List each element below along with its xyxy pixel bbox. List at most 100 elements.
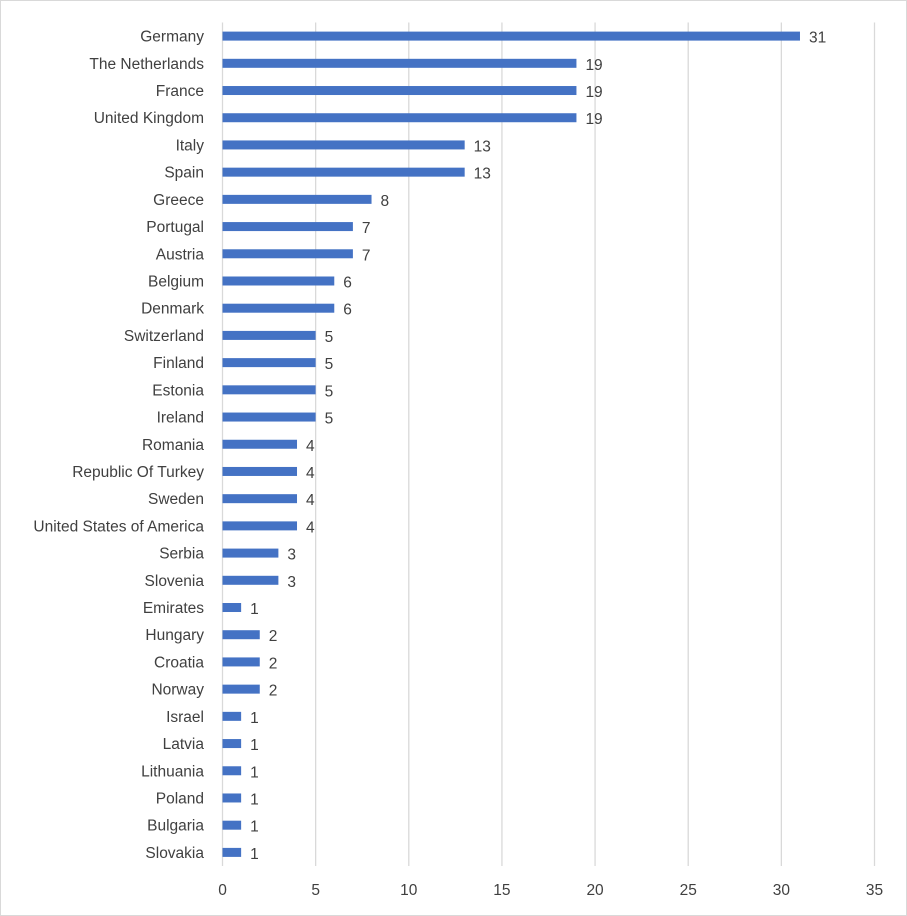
category-label: Serbia bbox=[159, 546, 204, 563]
category-label: Hungary bbox=[145, 627, 204, 644]
x-axis-tick-labels: 0 5 10 15 20 25 30 35 bbox=[218, 882, 883, 899]
bar bbox=[222, 766, 242, 776]
bar bbox=[222, 249, 353, 259]
category-label: The Netherlands bbox=[89, 56, 204, 73]
bar bbox=[222, 657, 260, 667]
bar bbox=[222, 684, 260, 694]
data-label: 13 bbox=[474, 166, 491, 183]
bar bbox=[222, 358, 316, 368]
bar bbox=[222, 113, 577, 123]
category-label: United States of America bbox=[33, 518, 204, 535]
category-label: Germany bbox=[140, 29, 204, 46]
data-label: 4 bbox=[306, 465, 315, 482]
category-label: Portugal bbox=[146, 219, 204, 236]
category-label: United Kingdom bbox=[94, 110, 204, 127]
category-label: Greece bbox=[153, 192, 204, 209]
bar bbox=[222, 820, 242, 830]
data-label: 6 bbox=[343, 274, 352, 291]
bar bbox=[222, 222, 353, 232]
bar bbox=[222, 167, 465, 177]
data-label: 1 bbox=[250, 764, 259, 781]
data-label: 1 bbox=[250, 846, 259, 863]
data-label: 31 bbox=[809, 30, 826, 47]
category-labels: Germany The Netherlands France United Kingd… bbox=[33, 29, 204, 862]
bar bbox=[222, 303, 335, 313]
bar bbox=[222, 847, 242, 857]
data-label: 5 bbox=[325, 356, 334, 373]
data-label: 6 bbox=[343, 302, 352, 319]
gridlines bbox=[221, 22, 876, 866]
bar bbox=[222, 385, 316, 395]
data-label: 4 bbox=[306, 519, 315, 536]
data-label: 19 bbox=[585, 57, 602, 74]
data-label: 2 bbox=[269, 655, 278, 672]
category-label: Austria bbox=[156, 246, 205, 263]
bar bbox=[222, 521, 298, 531]
bar bbox=[222, 330, 316, 340]
data-label: 1 bbox=[250, 601, 259, 618]
bar bbox=[222, 439, 298, 449]
bar bbox=[222, 603, 242, 613]
bar bbox=[222, 58, 577, 68]
data-label: 3 bbox=[287, 574, 296, 591]
category-label: Ireland bbox=[157, 410, 204, 427]
category-label: Slovakia bbox=[145, 845, 204, 862]
data-label: 13 bbox=[474, 138, 491, 155]
data-label: 5 bbox=[325, 383, 334, 400]
data-label: 2 bbox=[269, 628, 278, 645]
bar bbox=[222, 412, 316, 422]
category-label: Latvia bbox=[163, 736, 205, 753]
x-tick-label-0: 0 bbox=[218, 882, 227, 899]
data-label: 1 bbox=[250, 710, 259, 727]
category-label: Slovenia bbox=[145, 573, 205, 590]
x-tick-label-25: 25 bbox=[680, 882, 697, 899]
category-label: France bbox=[156, 83, 204, 100]
x-tick-label-30: 30 bbox=[773, 882, 791, 899]
bar bbox=[222, 739, 242, 749]
bars bbox=[222, 31, 800, 857]
bar bbox=[222, 630, 260, 640]
data-label: 1 bbox=[250, 819, 259, 836]
data-label: 5 bbox=[325, 329, 334, 346]
category-label: Denmark bbox=[141, 301, 204, 318]
bar bbox=[222, 140, 465, 150]
category-label: Poland bbox=[156, 790, 204, 807]
category-label: Lithuania bbox=[141, 763, 204, 780]
data-label: 1 bbox=[250, 791, 259, 808]
bar bbox=[222, 86, 577, 96]
category-label: Switzerland bbox=[124, 328, 204, 345]
category-label: Estonia bbox=[152, 382, 204, 399]
category-label: Republic Of Turkey bbox=[72, 464, 204, 481]
bar bbox=[222, 276, 335, 286]
category-label: Sweden bbox=[148, 491, 204, 508]
bar bbox=[222, 494, 298, 504]
data-label: 7 bbox=[362, 247, 371, 264]
bar bbox=[222, 194, 372, 204]
x-tick-label-35: 35 bbox=[866, 882, 883, 899]
x-tick-label-5: 5 bbox=[311, 882, 320, 899]
data-label: 4 bbox=[306, 492, 315, 509]
category-label: Croatia bbox=[154, 654, 204, 671]
category-label: Spain bbox=[164, 165, 204, 182]
data-label: 5 bbox=[325, 411, 334, 428]
category-label: Belgium bbox=[148, 273, 204, 290]
bar bbox=[222, 31, 800, 41]
category-label: Emirates bbox=[143, 600, 204, 617]
x-tick-label-20: 20 bbox=[586, 882, 604, 899]
category-label: Norway bbox=[151, 682, 204, 699]
data-label: 2 bbox=[269, 683, 278, 700]
bar bbox=[222, 575, 279, 585]
data-label: 7 bbox=[362, 220, 371, 237]
bar bbox=[222, 711, 242, 721]
category-label: Italy bbox=[176, 137, 205, 154]
data-label: 1 bbox=[250, 737, 259, 754]
category-label: Bulgaria bbox=[147, 818, 204, 835]
x-tick-label-15: 15 bbox=[493, 882, 510, 899]
category-label: Israel bbox=[166, 709, 204, 726]
category-label: Finland bbox=[153, 355, 204, 372]
data-label: 3 bbox=[287, 547, 296, 564]
bar bbox=[222, 548, 279, 558]
bar bbox=[222, 793, 242, 803]
